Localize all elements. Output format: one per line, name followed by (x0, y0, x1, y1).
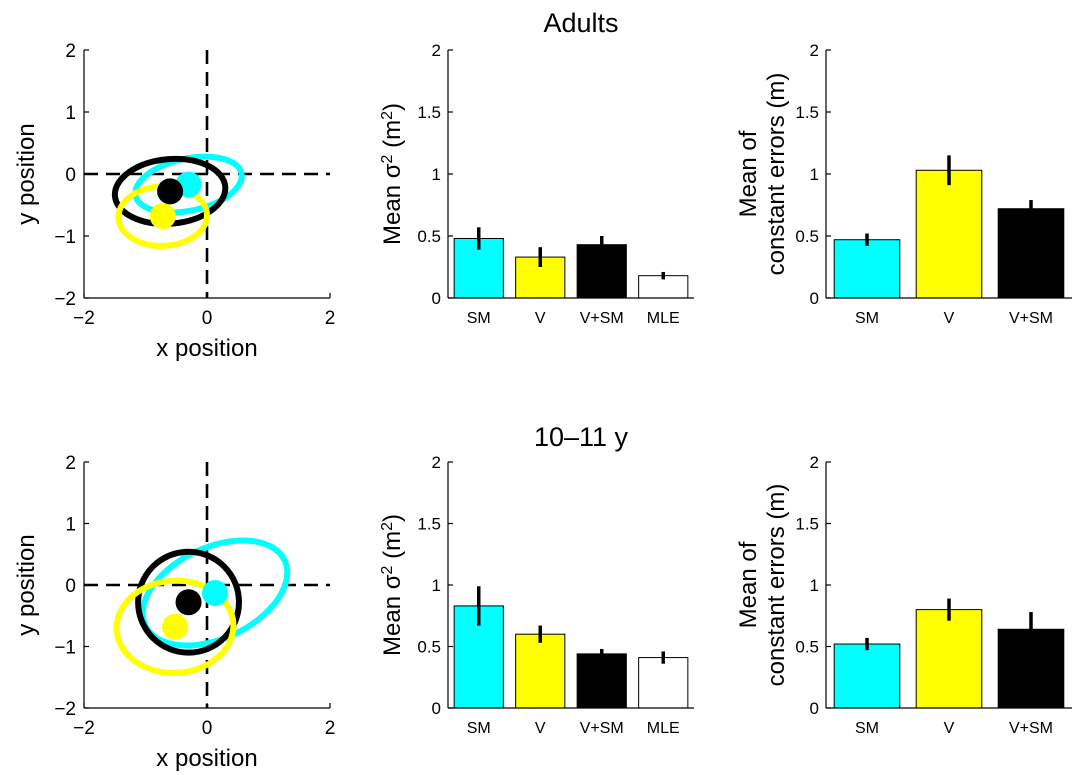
category-label: SM (467, 720, 491, 737)
y-tick-label: 1.5 (795, 103, 819, 122)
y-tick-label: 0 (432, 289, 441, 308)
y-axis-label: y position (13, 534, 40, 635)
y-tick-label: 1.5 (417, 515, 441, 534)
center-point-0 (201, 579, 228, 606)
bar-v-sm (997, 208, 1065, 299)
y-axis-label: Mean σ2 (m2) (379, 514, 407, 656)
x-axis-label: x position (156, 745, 257, 772)
y-tick-label: 0.5 (795, 638, 819, 657)
category-label: V (535, 720, 546, 737)
x-tick-label: 0 (202, 308, 213, 329)
y-tick-label: 2 (65, 41, 76, 62)
x-tick-label: 0 (202, 718, 213, 739)
y-tick-label: 2 (432, 453, 441, 472)
y-tick-label: 0.5 (417, 227, 441, 246)
y-tick-label: 2 (65, 453, 76, 474)
bar-v-sm (576, 244, 627, 299)
confidence-ellipse-1 (135, 548, 242, 656)
position-panel-0: −2 −1 0 1 2 −2 0 2 x position y position (13, 41, 335, 362)
y-tick-label: 0.5 (417, 638, 441, 657)
constant-error-bar-panel-0: SM V V+SM 0 0.5 1 1.5 2 Mean of constant errors (… (735, 41, 1072, 327)
variance-bar-panel-1: SM V V+SM MLE 0 0.5 1 1.5 2 Mean σ2 (m2) (379, 453, 694, 737)
category-label: MLE (647, 720, 680, 737)
bar-mle (638, 657, 689, 709)
y-axis-label-line2: constant errors (m) (763, 484, 790, 687)
y-tick-label: 0 (810, 289, 819, 308)
center-point-1 (175, 589, 202, 616)
category-label: V+SM (1009, 720, 1053, 737)
y-tick-label: 1 (810, 165, 819, 184)
x-axis-label: x position (156, 335, 257, 362)
y-tick-label: 1.5 (795, 515, 819, 534)
y-tick-label: 1 (432, 165, 441, 184)
x-tick-label: −2 (73, 308, 95, 329)
y-tick-label: 1 (432, 576, 441, 595)
position-panel-1: −2 −1 0 1 2 −2 0 2 x position y position (13, 453, 335, 772)
y-tick-label: 2 (810, 453, 819, 472)
bar-v (915, 609, 983, 709)
center-point-1 (157, 178, 184, 205)
bar-sm (833, 239, 901, 299)
category-label: SM (467, 310, 491, 327)
confidence-ellipse-2 (113, 577, 237, 676)
y-axis-label-line2: constant errors (m) (763, 73, 790, 276)
y-tick-label: 1 (810, 576, 819, 595)
bar-v (515, 633, 566, 709)
y-tick-label: −1 (54, 638, 76, 659)
category-label: V (944, 310, 955, 327)
y-tick-label: 0 (810, 699, 819, 718)
y-tick-label: −2 (54, 289, 76, 310)
center-point-2 (162, 613, 189, 640)
y-tick-label: −1 (54, 227, 76, 248)
bar-v-sm (576, 653, 627, 709)
bar-sm (453, 605, 504, 709)
y-tick-label: 0 (432, 699, 441, 718)
category-label: V (535, 310, 546, 327)
constant-error-bar-panel-1: SM V V+SM 0 0.5 1 1.5 2 Mean of constant errors (… (735, 453, 1072, 737)
y-tick-label: 2 (432, 41, 441, 60)
category-label: MLE (647, 310, 680, 327)
y-axis-label-line1: Mean of (735, 130, 762, 217)
y-tick-label: 2 (810, 41, 819, 60)
variance-bar-panel-0: SM V V+SM MLE 0 0.5 1 1.5 2 Mean σ2 (m2) (379, 41, 694, 327)
category-label: V+SM (580, 310, 624, 327)
y-tick-label: 0.5 (795, 227, 819, 246)
row-title: Adults (543, 8, 618, 38)
x-tick-label: −2 (73, 718, 95, 739)
x-tick-label: 2 (325, 718, 336, 739)
bar-v (915, 169, 983, 299)
category-label: SM (855, 720, 879, 737)
y-axis-label-line1: Mean of (735, 541, 762, 628)
y-axis-label: Mean σ2 (m2) (379, 103, 407, 245)
category-label: V+SM (1009, 310, 1053, 327)
y-tick-label: −2 (54, 699, 76, 720)
row-title: 10–11 y (534, 422, 629, 452)
x-tick-label: 2 (325, 308, 336, 329)
category-label: V (944, 720, 955, 737)
y-tick-label: 0 (65, 576, 76, 597)
bar-sm (833, 643, 901, 709)
y-tick-label: 0 (65, 165, 76, 186)
category-label: SM (855, 310, 879, 327)
category-label: V+SM (580, 720, 624, 737)
y-tick-label: 1.5 (417, 103, 441, 122)
center-point-2 (149, 203, 176, 230)
y-tick-label: 1 (65, 103, 76, 124)
y-tick-label: 1 (65, 515, 76, 536)
y-axis-label: y position (13, 123, 40, 224)
